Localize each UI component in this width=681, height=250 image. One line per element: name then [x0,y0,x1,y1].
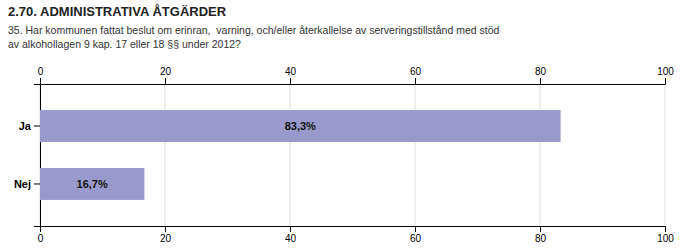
tick-label: 20 [160,233,172,244]
data-labels: 83,3% 16,7% [77,120,317,190]
tick: 60 [410,226,422,244]
tick-label: 40 [285,233,297,244]
tick-label: 100 [657,66,674,77]
axis-domain [41,227,666,233]
tick-mark [290,226,291,232]
tick: 60 [410,66,422,84]
chart: 2.70. ADMINISTRATIVA ÅTGÄRDER 35. Har kom… [0,0,681,250]
tick-mark [165,78,166,84]
tick: 100 [657,226,674,244]
data-label: 83,3% [285,120,316,132]
x-axis: 0 20 40 60 80 100 [38,226,675,244]
tick: 40 [285,226,297,244]
plot: 0 20 40 60 80 100 0 20 40 60 80 100 Ja Nej 83,3% 16,7% [14,66,674,244]
axis-domain [34,85,41,227]
tick-label: 0 [38,66,44,77]
grid-line [540,84,541,226]
tick: 100 [657,66,674,84]
tick-label: 60 [410,233,422,244]
tick: Ja [19,120,40,132]
tick-mark [34,183,40,184]
tick-mark [665,226,666,232]
tick-label: 80 [535,66,547,77]
subtitle: 35. Har kommunen fattat beslut om erinra… [8,24,500,50]
tick-mark [665,78,666,84]
tick: 0 [38,66,44,84]
tick-label: Nej [14,177,31,189]
tick: Nej [14,177,40,189]
tick-label: 100 [657,233,674,244]
axis-domain [41,78,666,85]
tick-mark [290,78,291,84]
data-label: 16,7% [77,178,108,190]
grid [40,84,665,226]
tick-mark [34,126,40,127]
tick-mark [165,226,166,232]
tick-mark [40,78,41,84]
tick-mark [415,226,416,232]
tick-label: 60 [410,66,422,77]
bar [40,168,144,200]
grid-line [665,84,666,226]
tick-mark [540,78,541,84]
tick-label: 20 [160,66,172,77]
bar [40,110,561,142]
grid-line [165,84,166,226]
tick-label: 40 [285,66,297,77]
tick: 20 [160,226,172,244]
y-axis: Ja Nej [14,85,41,227]
tick-mark [540,226,541,232]
tick: 80 [535,66,547,84]
title: 2.70. ADMINISTRATIVA ÅTGÄRDER [8,4,227,19]
tick-label: 0 [38,233,44,244]
tick: 80 [535,226,547,244]
tick: 0 [38,226,44,244]
tick-label: Ja [19,120,32,132]
tick: 40 [285,66,297,84]
tick: 20 [160,66,172,84]
grid-line [415,84,416,226]
grid-line [290,84,291,226]
tick-mark [415,78,416,84]
bars [40,110,561,200]
x-axis-top: 0 20 40 60 80 100 [38,66,675,85]
tick-label: 80 [535,233,547,244]
